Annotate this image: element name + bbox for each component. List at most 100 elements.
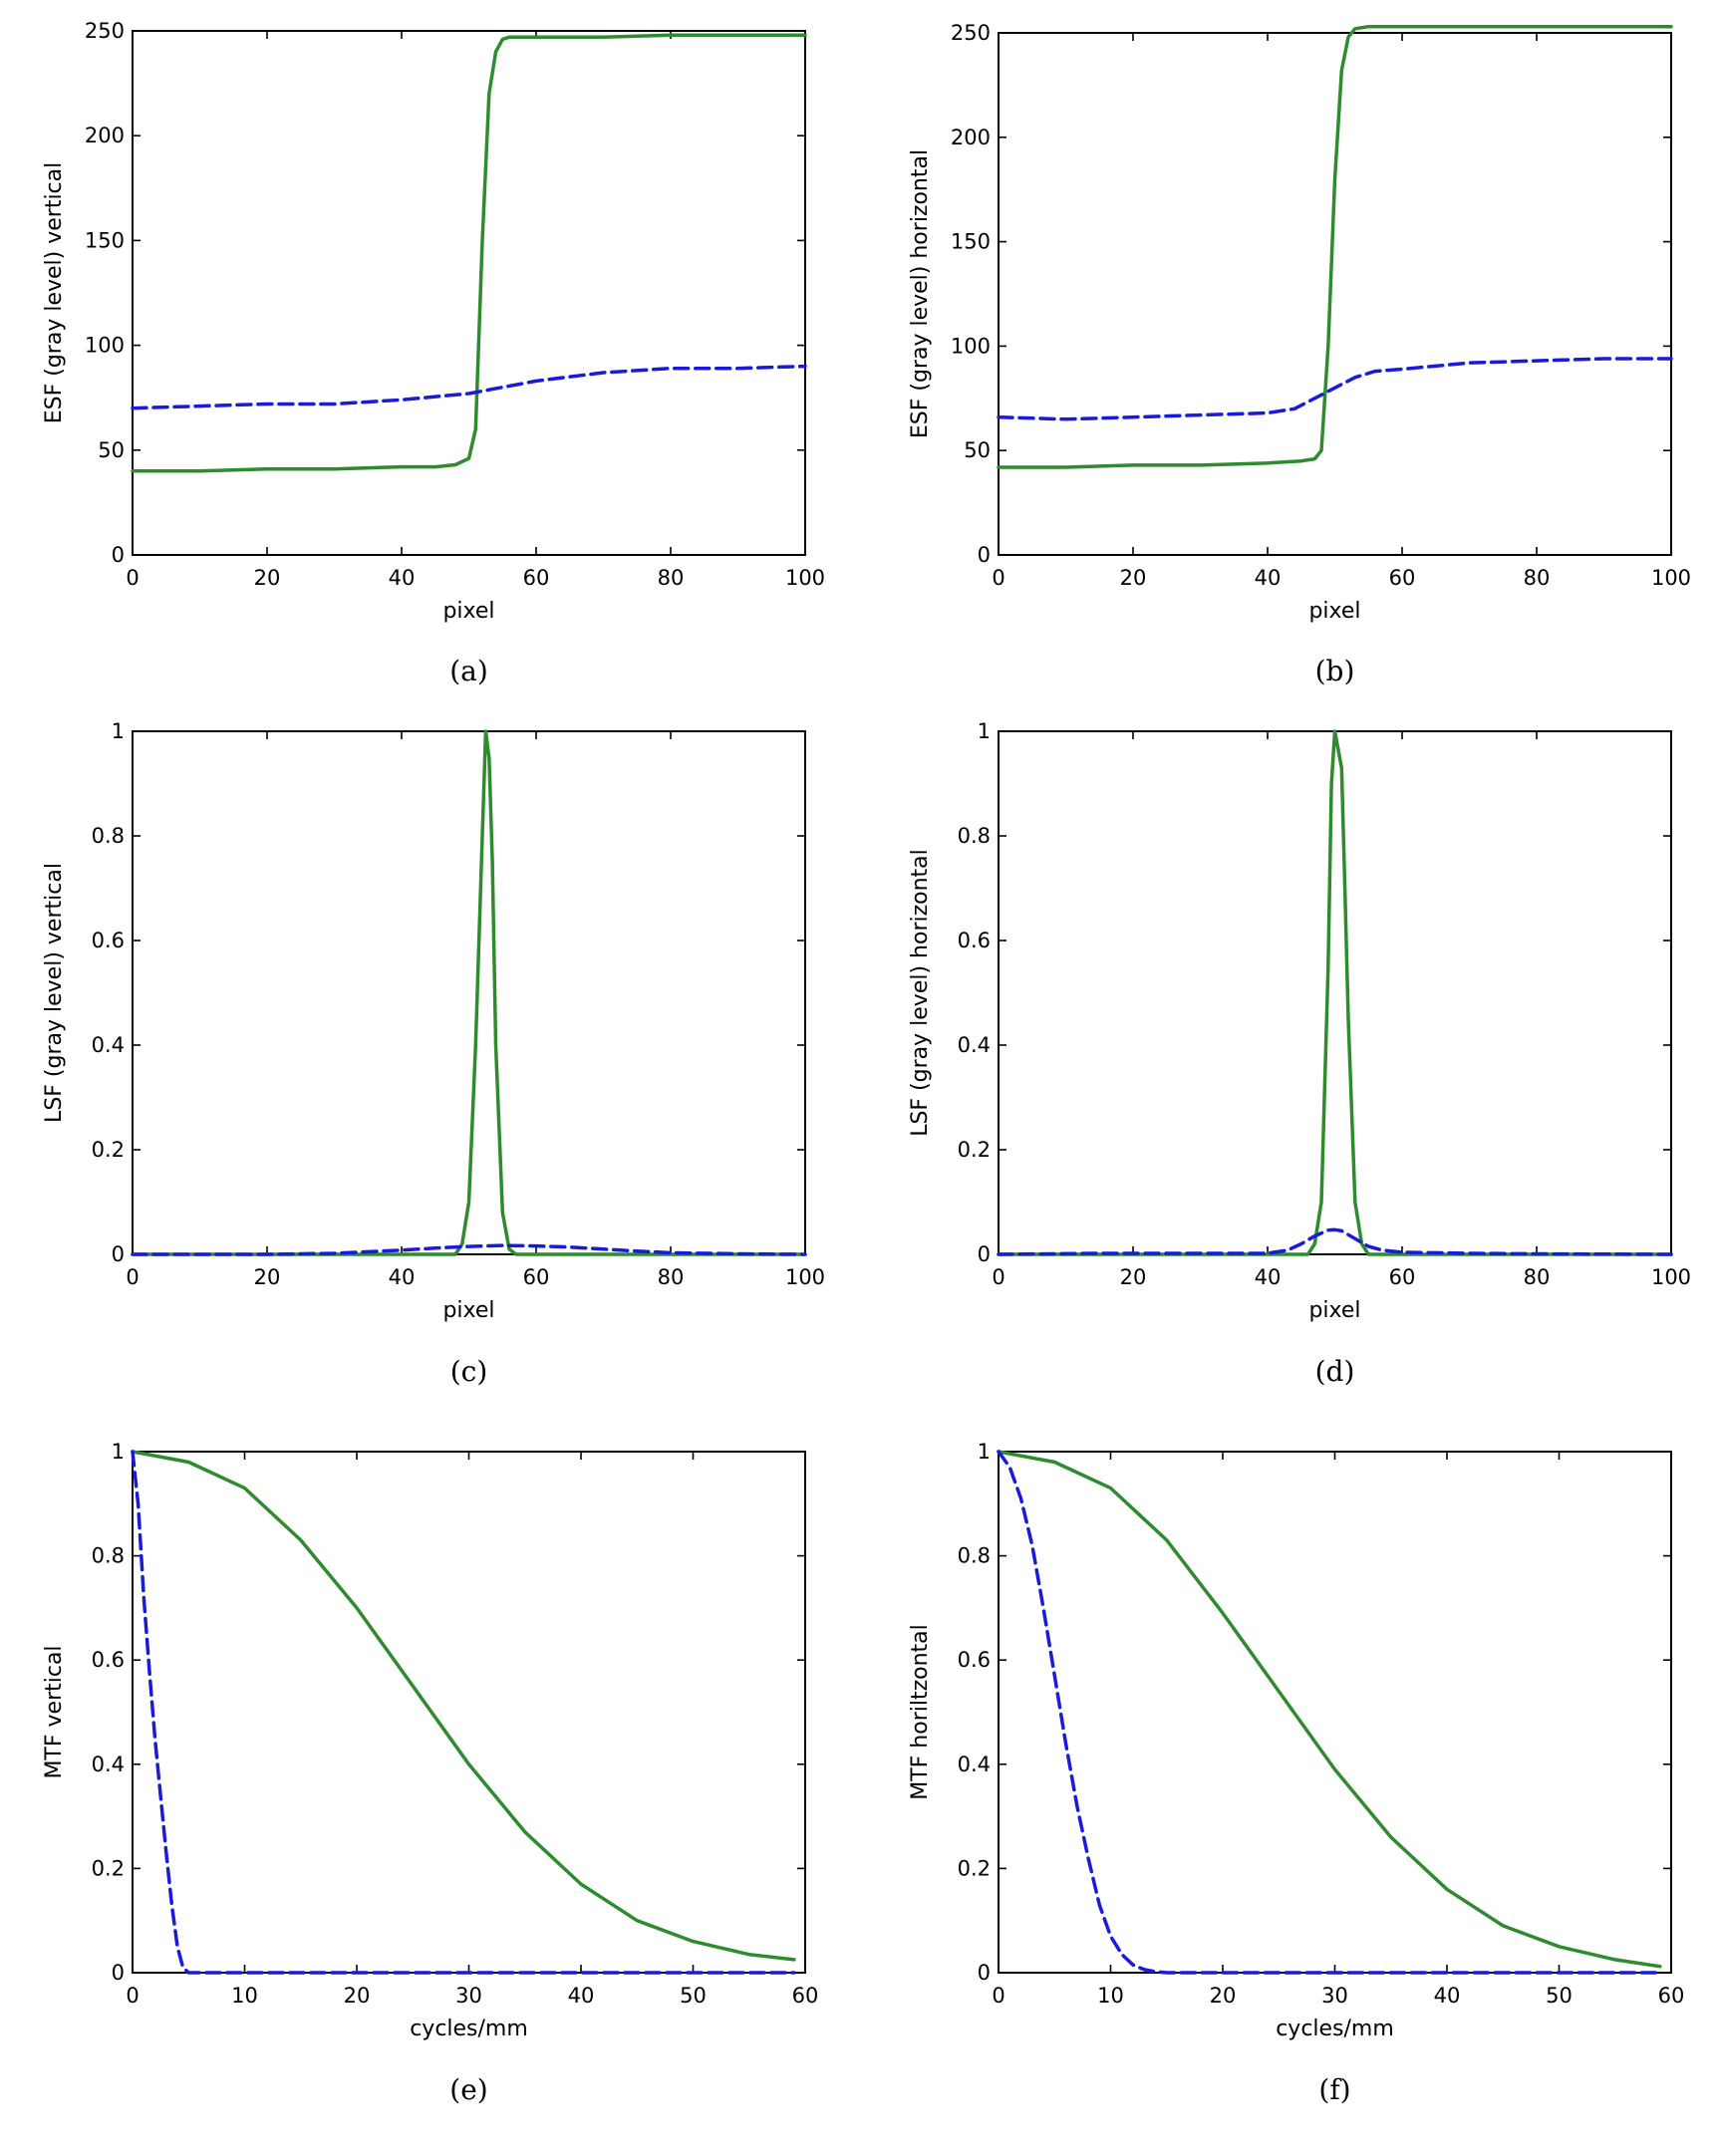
y-tick-label: 0 <box>112 1242 125 1266</box>
x-tick-label: 100 <box>1651 566 1691 590</box>
chart-panel-c: 0 20 40 60 80 100 0 0.2 0.4 0.6 0.8 1 pixel LSF (gray… <box>42 719 825 1388</box>
y-tick-label: 0.2 <box>958 1856 991 1880</box>
panel-caption: (f) <box>1318 2073 1350 2106</box>
y-tick-label: 0 <box>978 543 991 567</box>
plot-frame <box>132 1451 806 1974</box>
y-axis-label: LSF (gray level) vertical <box>42 863 67 1123</box>
x-axis-label: pixel <box>442 1298 494 1323</box>
x-tick-label: 50 <box>1546 1984 1573 2008</box>
y-tick-label: 0.6 <box>958 929 991 952</box>
y-tick-label: 0.2 <box>92 1138 125 1162</box>
y-tick-label: 0.2 <box>92 1856 125 1880</box>
y-tick-label: 200 <box>951 126 991 149</box>
y-tick-label: 100 <box>85 334 125 358</box>
y-tick-label: 0.8 <box>958 1544 991 1568</box>
x-tick-label: 40 <box>1255 1265 1282 1289</box>
plot-frame <box>998 32 1672 556</box>
x-tick-label: 80 <box>1524 566 1551 590</box>
plot-frame <box>998 730 1672 1255</box>
x-axis-label: pixel <box>1308 599 1360 624</box>
y-tick-label: 250 <box>951 21 991 45</box>
x-axis-label: cycles/mm <box>1276 2017 1394 2041</box>
y-axis-label: MTF horiltzontal <box>908 1624 933 1800</box>
x-tick-label: 80 <box>658 566 685 590</box>
y-tick-label: 0.8 <box>92 1544 125 1568</box>
plot-frame <box>132 730 806 1255</box>
x-tick-label: 0 <box>126 566 139 590</box>
y-tick-label: 0 <box>978 1242 991 1266</box>
plot-frame <box>132 30 806 556</box>
y-tick-label: 250 <box>85 19 125 43</box>
y-tick-label: 150 <box>85 228 125 252</box>
x-tick-label: 0 <box>992 1265 1004 1289</box>
x-tick-label: 40 <box>1434 1984 1461 2008</box>
x-tick-label: 20 <box>254 1265 281 1289</box>
series-line-green-solid <box>131 1450 796 1962</box>
y-tick-label: 1 <box>978 719 991 743</box>
x-tick-label: 0 <box>126 1265 139 1289</box>
y-tick-label: 0.6 <box>92 929 125 952</box>
y-tick-label: 0.6 <box>92 1648 125 1672</box>
y-tick-label: 0.6 <box>958 1648 991 1672</box>
y-tick-label: 0.4 <box>92 1752 125 1776</box>
x-tick-label: 60 <box>1389 566 1416 590</box>
chart-panel-e: 0 10 20 30 40 50 60 0 0.2 0.4 0.6 0.8 1 cycles/mm MTF … <box>42 1440 818 2106</box>
x-tick-label: 100 <box>785 1265 825 1289</box>
y-axis-label: MTF vertical <box>42 1645 67 1778</box>
x-tick-label: 0 <box>126 1984 139 2008</box>
series-line-green-solid <box>997 729 1673 1256</box>
y-tick-label: 0 <box>978 1961 991 1985</box>
y-tick-label: 1 <box>978 1440 991 1464</box>
x-tick-label: 60 <box>1658 1984 1685 2008</box>
plot-frame <box>998 1451 1672 1974</box>
y-axis-label: LSF (gray level) horizontal <box>908 849 933 1137</box>
series-line-blue-dashed <box>131 1243 807 1256</box>
x-tick-label: 30 <box>455 1984 482 2008</box>
panel-caption: (c) <box>450 1355 488 1388</box>
x-tick-label: 0 <box>992 566 1004 590</box>
y-tick-label: 0.2 <box>958 1138 991 1162</box>
y-axis-label: ESF (gray level) horizontal <box>908 149 933 438</box>
series-line-green-solid <box>131 33 807 473</box>
x-tick-label: 60 <box>523 566 550 590</box>
panel-caption: (e) <box>449 2073 487 2106</box>
panel-caption: (b) <box>1315 655 1355 687</box>
y-tick-label: 0.4 <box>92 1033 125 1057</box>
y-tick-label: 50 <box>98 438 125 462</box>
x-tick-label: 40 <box>389 1265 416 1289</box>
x-tick-label: 40 <box>389 566 416 590</box>
x-axis-label: cycles/mm <box>410 2017 528 2041</box>
y-tick-label: 50 <box>964 438 991 462</box>
chart-panel-a: 0 20 40 60 80 100 0 50 100 150 200 250 pixel ESF (gra… <box>42 19 825 687</box>
x-tick-label: 50 <box>680 1984 707 2008</box>
y-tick-label: 1 <box>112 719 125 743</box>
x-tick-label: 80 <box>1524 1265 1551 1289</box>
x-tick-label: 80 <box>658 1265 685 1289</box>
x-tick-label: 20 <box>1210 1984 1237 2008</box>
x-tick-label: 10 <box>1097 1984 1124 2008</box>
x-axis-label: pixel <box>1308 1298 1360 1323</box>
y-tick-label: 150 <box>951 230 991 254</box>
x-tick-label: 20 <box>1120 1265 1147 1289</box>
x-tick-label: 60 <box>523 1265 550 1289</box>
series-line-green-solid <box>131 729 807 1256</box>
x-axis-label: pixel <box>442 599 494 624</box>
x-tick-label: 100 <box>785 566 825 590</box>
y-tick-label: 0.4 <box>958 1752 991 1776</box>
x-tick-label: 10 <box>231 1984 258 2008</box>
y-tick-label: 0.8 <box>958 824 991 848</box>
x-tick-label: 30 <box>1321 1984 1348 2008</box>
x-tick-label: 20 <box>254 566 281 590</box>
series-line-blue-dashed <box>997 1450 1662 1975</box>
series-line-blue-dashed <box>131 364 807 410</box>
x-tick-label: 40 <box>1255 566 1282 590</box>
series-line-blue-dashed <box>997 1227 1673 1256</box>
series-line-blue-dashed <box>131 1450 796 1975</box>
x-tick-label: 20 <box>1120 566 1147 590</box>
panel-caption: (d) <box>1315 1355 1355 1388</box>
chart-panel-b: 0 20 40 60 80 100 0 50 100 150 200 250 pixel ESF (gra… <box>908 21 1691 687</box>
chart-panel-f: 0 10 20 30 40 50 60 0 0.2 0.4 0.6 0.8 1 cycles/mm MTF … <box>908 1440 1684 2106</box>
y-tick-label: 0 <box>112 1961 125 1985</box>
y-tick-label: 100 <box>951 334 991 358</box>
